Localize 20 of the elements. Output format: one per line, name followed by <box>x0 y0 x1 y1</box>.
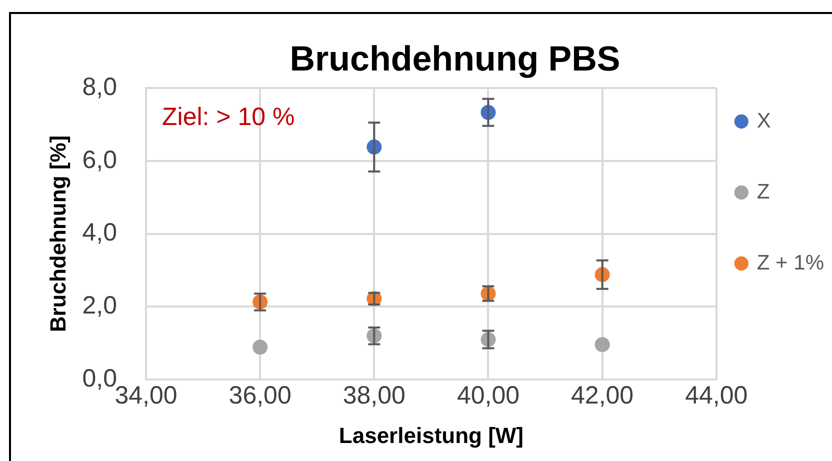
legend-label: Z + 1% <box>756 251 824 274</box>
x-tick-label: 36,00 <box>228 381 292 410</box>
point <box>594 337 610 352</box>
x-axis-title: Laserleistung [W] <box>338 422 524 448</box>
legend-label: X <box>756 109 771 132</box>
x-tick-label: 40,00 <box>456 381 520 410</box>
y-axis-title: Bruchdehnung [%] <box>45 135 70 332</box>
y-tick-label: 4,0 <box>82 218 117 247</box>
chart-title: Bruchdehnung PBS <box>290 40 620 79</box>
x-tick-label: 34,00 <box>114 381 178 410</box>
y-tick-label: 2,0 <box>82 292 117 320</box>
y-tick-label: 8,0 <box>82 72 117 101</box>
legend-label: Z <box>756 180 770 204</box>
y-tick-label: 0,0 <box>82 364 117 392</box>
annotation: Ziel: > 10 % <box>162 102 295 131</box>
point <box>252 340 268 355</box>
y-tick-label: 6,0 <box>82 146 117 174</box>
x-tick-label: 44,00 <box>685 381 748 410</box>
x-tick-label: 38,00 <box>342 381 406 410</box>
x-tick-label: 42,00 <box>571 381 634 410</box>
